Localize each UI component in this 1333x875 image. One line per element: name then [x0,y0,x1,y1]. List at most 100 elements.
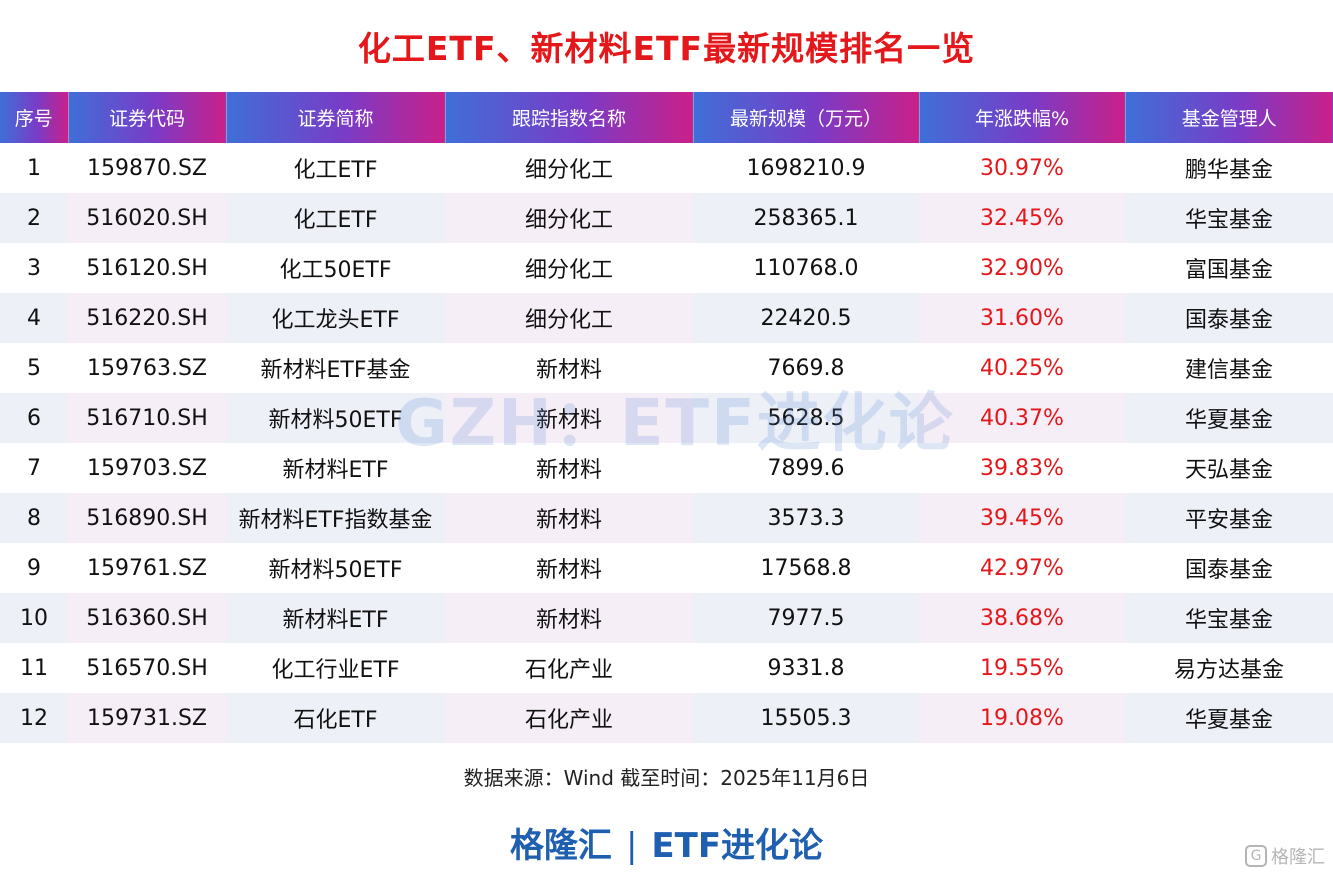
cell-scale: 258365.1 [693,193,919,243]
table-row: 1 159870.SZ 化工ETF 细分化工 1698210.9 30.97% 鹏华基金 [0,143,1333,193]
cell-manager: 平安基金 [1125,493,1333,543]
table-header-row: 序号 证券代码 证券简称 跟踪指数名称 最新规模（万元） 年涨跌幅% 基金管理人 [0,92,1333,143]
footer-brand-left: 格隆汇 [509,826,612,866]
cell-index: 12 [0,693,68,743]
cell-manager: 华夏基金 [1125,693,1333,743]
cell-scale: 1698210.9 [693,143,919,193]
header-scale: 最新规模（万元） [692,92,919,143]
table-row: 3 516120.SH 化工50ETF 细分化工 110768.0 32.90% 富国基金 [0,243,1333,293]
cell-annual-change: 40.25% [919,343,1125,393]
cell-scale: 7977.5 [693,593,919,643]
cell-annual-change: 32.90% [919,243,1125,293]
cell-code: 516120.SH [68,243,226,293]
cell-short-name: 新材料50ETF [226,393,445,443]
cell-annual-change: 19.08% [919,693,1125,743]
cell-scale: 110768.0 [693,243,919,293]
footer-brand: 格隆汇 | ETF进化论 [0,818,1333,867]
data-source-note: 数据来源：Wind 截至时间：2025年11月6日 [463,766,870,790]
cell-short-name: 化工ETF [226,143,445,193]
etf-ranking-table-container: 序号 证券代码 证券简称 跟踪指数名称 最新规模（万元） 年涨跌幅% 基金管理人… [0,92,1333,743]
cell-index-name: 新材料 [445,443,693,493]
cell-scale: 9331.8 [693,643,919,693]
header-short-name: 证券简称 [225,92,445,143]
cell-manager: 鹏华基金 [1125,143,1333,193]
cell-short-name: 新材料ETF [226,593,445,643]
cell-scale: 7899.6 [693,443,919,493]
cell-short-name: 化工行业ETF [226,643,445,693]
table-row: 12 159731.SZ 石化ETF 石化产业 15505.3 19.08% 华夏基金 [0,693,1333,743]
cell-index-name: 细分化工 [445,143,693,193]
cell-code: 159870.SZ [68,143,226,193]
cell-index: 3 [0,243,68,293]
cell-short-name: 新材料ETF [226,443,445,493]
cell-manager: 华宝基金 [1125,593,1333,643]
corner-watermark: G 格隆汇 [1245,843,1325,869]
cell-index-name: 新材料 [445,343,693,393]
header-annual-change: 年涨跌幅% [918,92,1125,143]
cell-scale: 22420.5 [693,293,919,343]
cell-index: 9 [0,543,68,593]
cell-annual-change: 40.37% [919,393,1125,443]
corner-watermark-text: 格隆汇 [1271,847,1325,868]
cell-short-name: 石化ETF [226,693,445,743]
cell-annual-change: 39.45% [919,493,1125,543]
cell-short-name: 新材料50ETF [226,543,445,593]
cell-scale: 17568.8 [693,543,919,593]
cell-manager: 易方达基金 [1125,643,1333,693]
cell-manager: 国泰基金 [1125,543,1333,593]
cell-code: 516220.SH [68,293,226,343]
cell-index-name: 石化产业 [445,693,693,743]
cell-code: 159763.SZ [68,343,226,393]
table-row: 7 159703.SZ 新材料ETF 新材料 7899.6 39.83% 天弘基金 [0,443,1333,493]
table-row: 9 159761.SZ 新材料50ETF 新材料 17568.8 42.97% 国泰基金 [0,543,1333,593]
cell-code: 516020.SH [68,193,226,243]
cell-index: 6 [0,393,68,443]
cell-manager: 天弘基金 [1125,443,1333,493]
cell-annual-change: 19.55% [919,643,1125,693]
cell-scale: 3573.3 [693,493,919,543]
cell-index-name: 新材料 [445,593,693,643]
cell-short-name: 化工龙头ETF [226,293,445,343]
cell-code: 516570.SH [68,643,226,693]
cell-manager: 华夏基金 [1125,393,1333,443]
cell-index-name: 细分化工 [445,293,693,343]
cell-annual-change: 38.68% [919,593,1125,643]
cell-index: 2 [0,193,68,243]
table-row: 6 516710.SH 新材料50ETF 新材料 5628.5 40.37% 华夏基金 [0,393,1333,443]
cell-manager: 国泰基金 [1125,293,1333,343]
footer-brand-right: ETF进化论 [651,826,824,866]
cell-manager: 建信基金 [1125,343,1333,393]
cell-code: 159761.SZ [68,543,226,593]
header-manager: 基金管理人 [1124,92,1333,143]
cell-annual-change: 42.97% [919,543,1125,593]
cell-scale: 15505.3 [693,693,919,743]
cell-short-name: 化工ETF [226,193,445,243]
header-index-name: 跟踪指数名称 [444,92,693,143]
table-row: 5 159763.SZ 新材料ETF基金 新材料 7669.8 40.25% 建信基金 [0,343,1333,393]
cell-annual-change: 30.97% [919,143,1125,193]
cell-index-name: 新材料 [445,543,693,593]
brand-logo-icon: G [1245,845,1267,867]
cell-index: 10 [0,593,68,643]
table-row: 4 516220.SH 化工龙头ETF 细分化工 22420.5 31.60% 国泰基金 [0,293,1333,343]
cell-short-name: 新材料ETF基金 [226,343,445,393]
cell-annual-change: 31.60% [919,293,1125,343]
cell-code: 159703.SZ [68,443,226,493]
footer-separator: | [625,826,638,866]
etf-ranking-table: 序号 证券代码 证券简称 跟踪指数名称 最新规模（万元） 年涨跌幅% 基金管理人… [0,92,1333,743]
cell-index: 5 [0,343,68,393]
cell-index-name: 石化产业 [445,643,693,693]
cell-index-name: 细分化工 [445,193,693,243]
table-row: 2 516020.SH 化工ETF 细分化工 258365.1 32.45% 华宝基金 [0,193,1333,243]
cell-short-name: 化工50ETF [226,243,445,293]
cell-annual-change: 32.45% [919,193,1125,243]
cell-code: 516360.SH [68,593,226,643]
cell-index: 4 [0,293,68,343]
table-row: 8 516890.SH 新材料ETF指数基金 新材料 3573.3 39.45% 平安基金 [0,493,1333,543]
table-row: 10 516360.SH 新材料ETF 新材料 7977.5 38.68% 华宝基金 [0,593,1333,643]
cell-manager: 富国基金 [1125,243,1333,293]
header-code: 证券代码 [67,92,226,143]
cell-code: 516890.SH [68,493,226,543]
cell-index-name: 细分化工 [445,243,693,293]
cell-annual-change: 39.83% [919,443,1125,493]
